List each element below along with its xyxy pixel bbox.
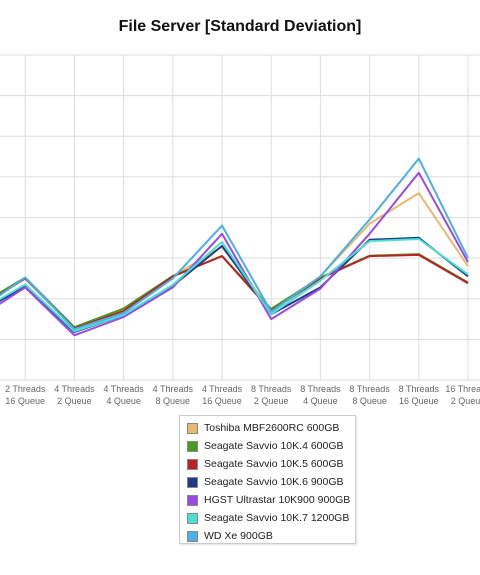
- legend-item: Seagate Savvio 10K.4 600GB: [187, 439, 344, 453]
- legend-item: Toshiba MBF2600RC 600GB: [187, 421, 339, 435]
- series-lines: [0, 157, 469, 337]
- series-line: [0, 238, 469, 333]
- x-tick-label: 4 Threads 8 Queue: [153, 384, 194, 406]
- legend-item: Seagate Savvio 10K.7 1200GB: [187, 511, 349, 525]
- legend-label: Seagate Savvio 10K.5 600GB: [204, 458, 344, 470]
- legend-item: WD Xe 900GB: [187, 529, 273, 543]
- legend-swatch: [187, 512, 198, 524]
- legend-item: Seagate Savvio 10K.6 900GB: [187, 475, 344, 489]
- x-tick-label: 4 Threads 2 Queue: [54, 384, 95, 406]
- series-line: [0, 157, 469, 331]
- x-tick-label: 8 Threads 16 Queue: [399, 384, 440, 406]
- legend-swatch: [187, 422, 198, 434]
- x-tick-label: 8 Threads 2 Queue: [251, 384, 292, 406]
- x-tick-label: 4 Threads 4 Queue: [103, 384, 144, 406]
- legend-swatch: [187, 458, 198, 470]
- chart-title: File Server [Standard Deviation]: [118, 18, 362, 35]
- x-tick-label: 4 Threads 16 Queue: [202, 384, 243, 406]
- legend-label: Seagate Savvio 10K.6 900GB: [204, 476, 344, 488]
- legend-item: Seagate Savvio 10K.5 600GB: [187, 457, 344, 471]
- grid-lines: [0, 54, 480, 381]
- x-tick-label: 2 Threads 16 Queue: [5, 384, 46, 406]
- legend-label: WD Xe 900GB: [204, 530, 273, 542]
- legend-item: HGST Ultrastar 10K900 900GB: [187, 493, 350, 507]
- legend-swatch: [187, 530, 198, 542]
- legend-swatch: [187, 494, 198, 506]
- legend-label: Toshiba MBF2600RC 600GB: [204, 422, 340, 434]
- series-line: [0, 171, 469, 337]
- legend: Toshiba MBF2600RC 600GB Seagate Savvio 10…: [179, 415, 356, 544]
- x-tick-label: 8 Threads 8 Queue: [349, 384, 390, 406]
- legend-swatch: [187, 440, 198, 452]
- legend-swatch: [187, 476, 198, 488]
- legend-label: Seagate Savvio 10K.4 600GB: [204, 440, 344, 452]
- legend-label: HGST Ultrastar 10K900 900GB: [204, 494, 351, 506]
- x-tick-label: 8 Threads 4 Queue: [300, 384, 341, 406]
- legend-label: Seagate Savvio 10K.7 1200GB: [204, 512, 350, 524]
